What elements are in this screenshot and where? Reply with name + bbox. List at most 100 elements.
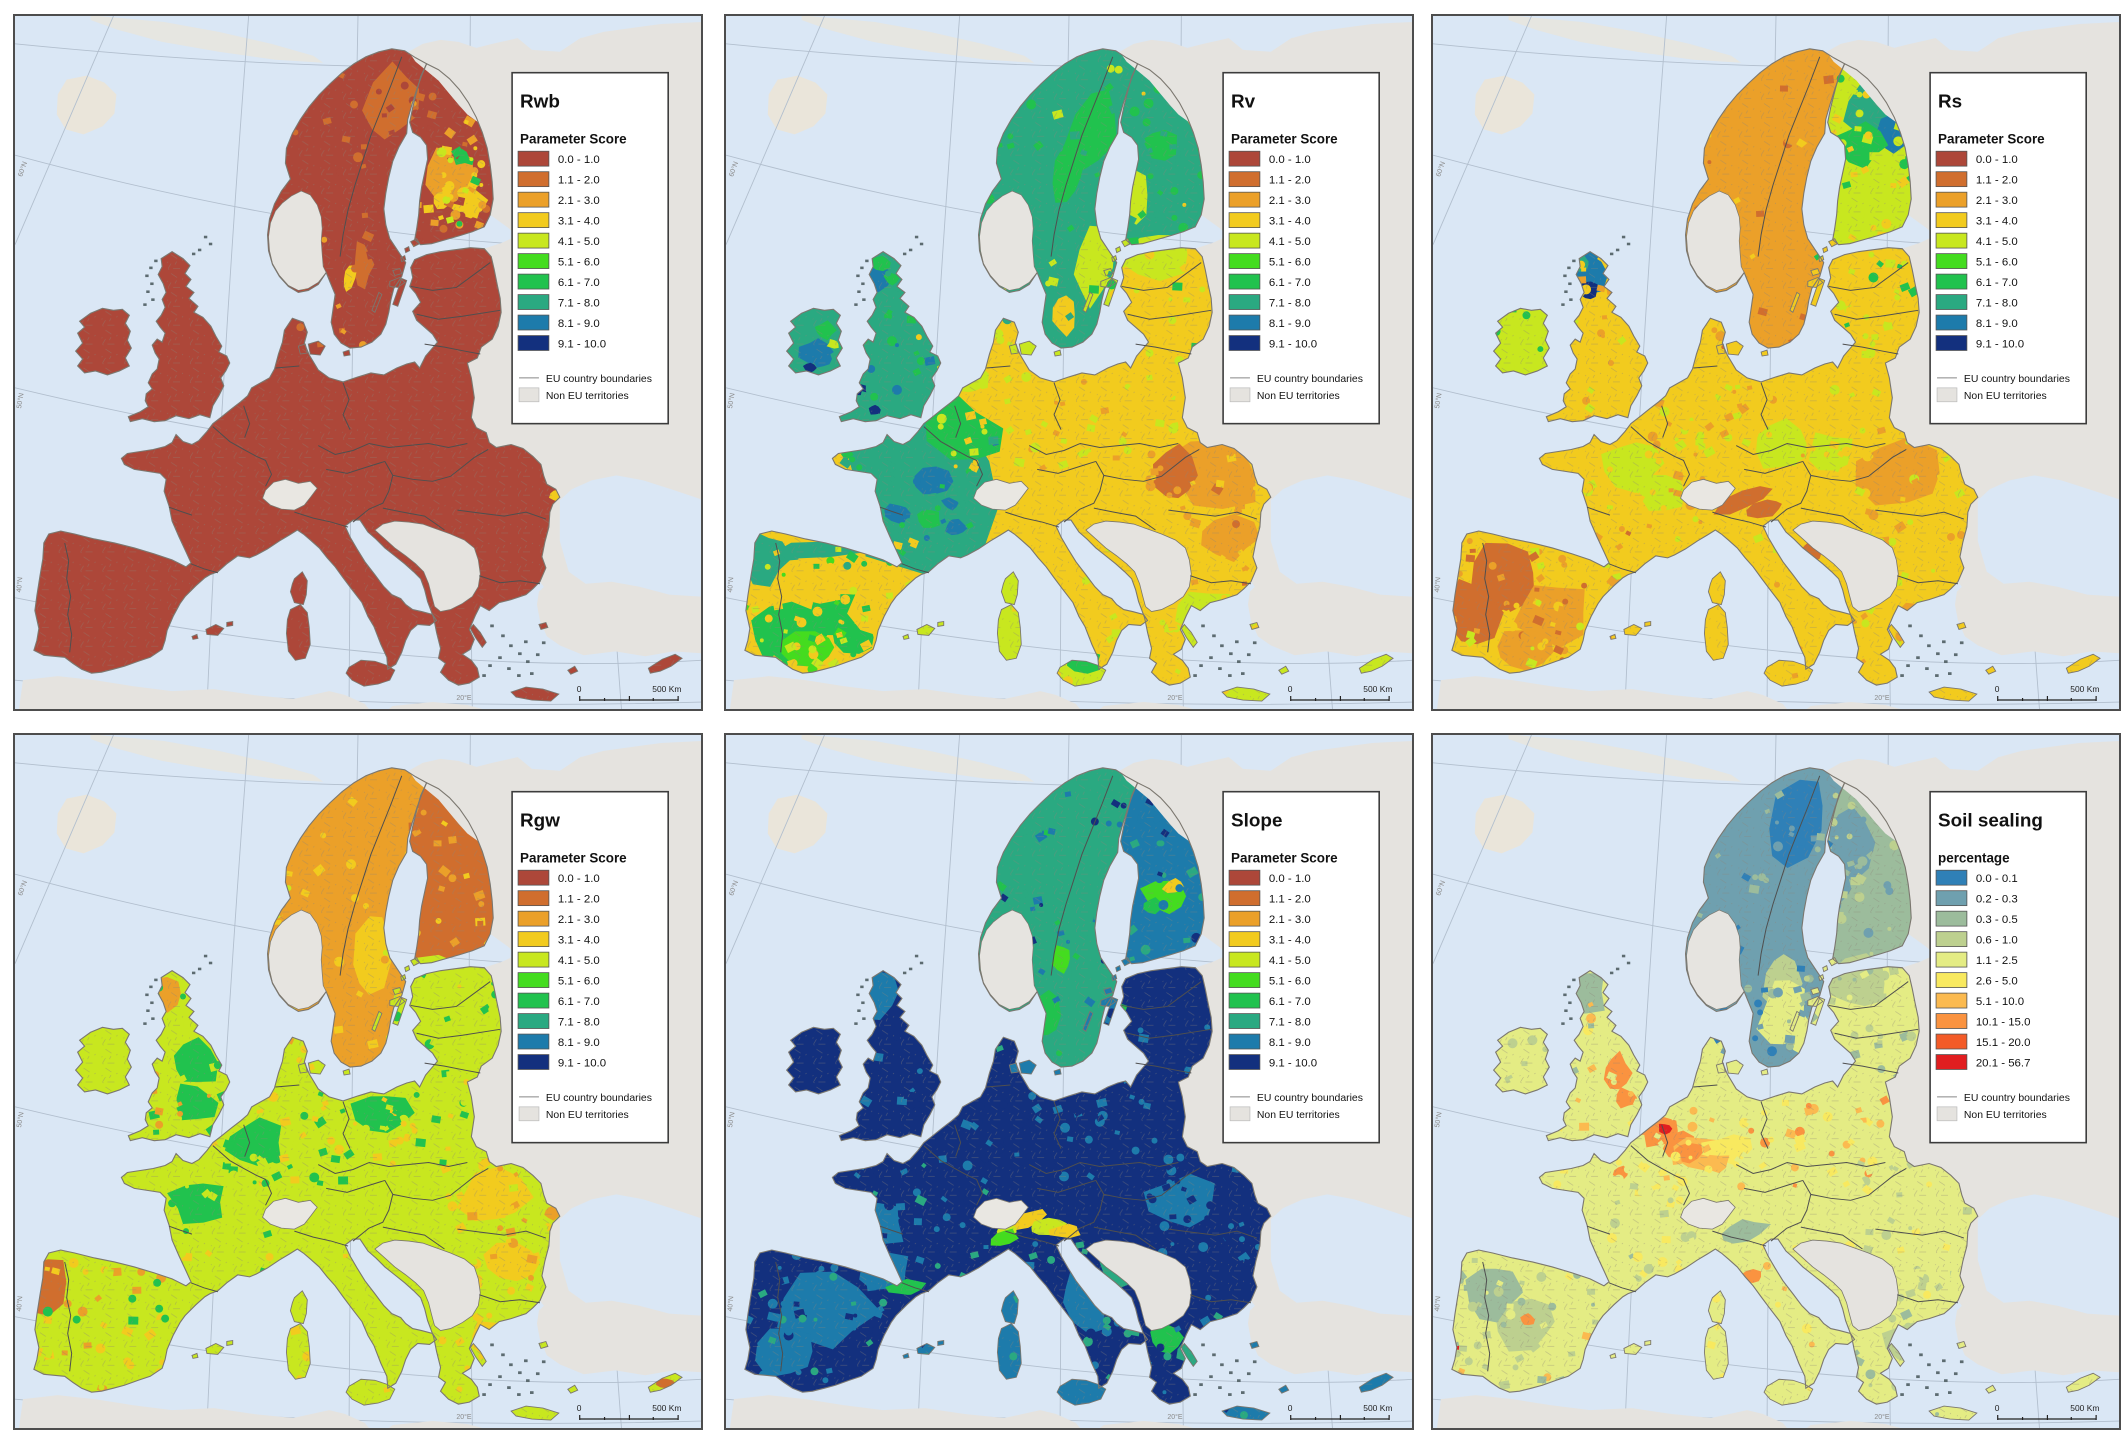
svg-text:20.1 - 56.7: 20.1 - 56.7 [1976, 1057, 2031, 1069]
svg-text:20°E: 20°E [1874, 1413, 1889, 1421]
svg-text:0.0 - 1.0: 0.0 - 1.0 [1976, 154, 2018, 166]
svg-text:0.0 - 1.0: 0.0 - 1.0 [558, 873, 600, 885]
svg-text:15.1 - 20.0: 15.1 - 20.0 [1976, 1037, 2031, 1049]
svg-text:Rs: Rs [1938, 91, 1962, 112]
svg-text:EU country boundaries: EU country boundaries [1257, 1093, 1363, 1104]
svg-text:0: 0 [1288, 1403, 1293, 1413]
svg-text:6.1 - 7.0: 6.1 - 7.0 [558, 996, 600, 1008]
svg-text:4.1 - 5.0: 4.1 - 5.0 [1269, 955, 1311, 967]
svg-text:Non EU territories: Non EU territories [546, 1110, 629, 1121]
svg-text:2.1 - 3.0: 2.1 - 3.0 [1269, 195, 1311, 207]
svg-text:20°E: 20°E [456, 1413, 471, 1421]
svg-text:40°N: 40°N [15, 577, 24, 593]
svg-text:3.1 - 4.0: 3.1 - 4.0 [1976, 216, 2018, 228]
svg-text:0.0 - 0.1: 0.0 - 0.1 [1976, 873, 2018, 885]
svg-text:3.1 - 4.0: 3.1 - 4.0 [558, 216, 600, 228]
svg-text:Parameter Score: Parameter Score [1231, 131, 1338, 146]
svg-text:4.1 - 5.0: 4.1 - 5.0 [1976, 236, 2018, 248]
svg-text:20°E: 20°E [1167, 694, 1182, 702]
svg-text:500 Km: 500 Km [1363, 1403, 1392, 1413]
svg-text:Parameter Score: Parameter Score [1938, 131, 2045, 146]
svg-text:9.1 - 10.0: 9.1 - 10.0 [558, 338, 606, 350]
svg-text:Slope: Slope [1231, 810, 1282, 831]
svg-text:2.1 - 3.0: 2.1 - 3.0 [1269, 914, 1311, 926]
svg-text:40°N: 40°N [1433, 577, 1442, 593]
svg-text:500 Km: 500 Km [2070, 1403, 2099, 1413]
svg-text:0.3 - 0.5: 0.3 - 0.5 [1976, 914, 2018, 926]
svg-text:2.1 - 3.0: 2.1 - 3.0 [558, 914, 600, 926]
svg-text:1.1 - 2.0: 1.1 - 2.0 [1269, 894, 1311, 906]
svg-text:4.1 - 5.0: 4.1 - 5.0 [1269, 236, 1311, 248]
svg-text:20°E: 20°E [456, 694, 471, 702]
svg-text:Rv: Rv [1231, 91, 1256, 112]
svg-text:1.1 - 2.0: 1.1 - 2.0 [1269, 175, 1311, 187]
svg-text:40°N: 40°N [1433, 1296, 1442, 1312]
svg-text:500 Km: 500 Km [652, 1403, 681, 1413]
svg-text:7.1 - 8.0: 7.1 - 8.0 [558, 1017, 600, 1029]
svg-text:1.1 - 2.0: 1.1 - 2.0 [1976, 175, 2018, 187]
svg-text:0: 0 [1995, 1403, 2000, 1413]
svg-text:50°N: 50°N [1433, 1111, 1444, 1128]
svg-text:0.0 - 1.0: 0.0 - 1.0 [1269, 873, 1311, 885]
svg-text:5.1 - 6.0: 5.1 - 6.0 [558, 257, 600, 269]
svg-text:1.1 - 2.0: 1.1 - 2.0 [558, 894, 600, 906]
svg-text:40°N: 40°N [726, 1296, 735, 1312]
svg-text:500 Km: 500 Km [1363, 684, 1392, 694]
svg-text:percentage: percentage [1938, 850, 2010, 865]
svg-text:0.2 - 0.3: 0.2 - 0.3 [1976, 894, 2018, 906]
svg-text:Non EU territories: Non EU territories [1964, 391, 2047, 402]
svg-text:Non EU territories: Non EU territories [1964, 1110, 2047, 1121]
svg-text:1.1 - 2.5: 1.1 - 2.5 [1976, 955, 2018, 967]
svg-text:0: 0 [577, 1403, 582, 1413]
svg-text:40°N: 40°N [15, 1296, 24, 1312]
svg-text:Non EU territories: Non EU territories [1257, 1110, 1340, 1121]
svg-text:9.1 - 10.0: 9.1 - 10.0 [1269, 1057, 1317, 1069]
svg-text:Parameter Score: Parameter Score [1231, 850, 1338, 865]
svg-text:2.6 - 5.0: 2.6 - 5.0 [1976, 976, 2018, 988]
svg-text:8.1 - 9.0: 8.1 - 9.0 [558, 1037, 600, 1049]
svg-text:7.1 - 8.0: 7.1 - 8.0 [1269, 1017, 1311, 1029]
svg-text:5.1 - 6.0: 5.1 - 6.0 [1269, 976, 1311, 988]
svg-text:9.1 - 10.0: 9.1 - 10.0 [1976, 338, 2024, 350]
svg-text:40°N: 40°N [726, 577, 735, 593]
svg-text:2.1 - 3.0: 2.1 - 3.0 [1976, 195, 2018, 207]
svg-text:5.1 - 10.0: 5.1 - 10.0 [1976, 996, 2024, 1008]
svg-text:0: 0 [577, 684, 582, 694]
svg-text:0: 0 [1995, 684, 2000, 694]
svg-text:9.1 - 10.0: 9.1 - 10.0 [558, 1057, 606, 1069]
svg-text:EU country boundaries: EU country boundaries [546, 374, 652, 385]
svg-text:6.1 - 7.0: 6.1 - 7.0 [1269, 277, 1311, 289]
svg-text:1.1 - 2.0: 1.1 - 2.0 [558, 175, 600, 187]
svg-text:50°N: 50°N [726, 392, 737, 409]
svg-text:6.1 - 7.0: 6.1 - 7.0 [1976, 277, 2018, 289]
svg-text:4.1 - 5.0: 4.1 - 5.0 [558, 236, 600, 248]
svg-text:50°N: 50°N [1433, 392, 1444, 409]
svg-text:50°N: 50°N [15, 1111, 26, 1128]
svg-text:EU country boundaries: EU country boundaries [1964, 374, 2070, 385]
svg-text:EU country boundaries: EU country boundaries [1964, 1093, 2070, 1104]
svg-text:20°E: 20°E [1167, 1413, 1182, 1421]
svg-text:7.1 - 8.0: 7.1 - 8.0 [558, 298, 600, 310]
svg-text:Rgw: Rgw [520, 810, 560, 831]
svg-text:0.0 - 1.0: 0.0 - 1.0 [558, 154, 600, 166]
svg-text:5.1 - 6.0: 5.1 - 6.0 [558, 976, 600, 988]
svg-text:0.0 - 1.0: 0.0 - 1.0 [1269, 154, 1311, 166]
svg-text:7.1 - 8.0: 7.1 - 8.0 [1976, 298, 2018, 310]
svg-text:Rwb: Rwb [520, 91, 560, 112]
svg-text:6.1 - 7.0: 6.1 - 7.0 [558, 277, 600, 289]
svg-text:6.1 - 7.0: 6.1 - 7.0 [1269, 996, 1311, 1008]
svg-text:EU country boundaries: EU country boundaries [546, 1093, 652, 1104]
svg-text:5.1 - 6.0: 5.1 - 6.0 [1976, 257, 2018, 269]
svg-text:500 Km: 500 Km [2070, 684, 2099, 694]
svg-text:Soil sealing: Soil sealing [1938, 810, 2043, 831]
svg-text:EU country boundaries: EU country boundaries [1257, 374, 1363, 385]
svg-text:5.1 - 6.0: 5.1 - 6.0 [1269, 257, 1311, 269]
svg-text:8.1 - 9.0: 8.1 - 9.0 [1976, 318, 2018, 330]
svg-text:3.1 - 4.0: 3.1 - 4.0 [1269, 935, 1311, 947]
svg-text:8.1 - 9.0: 8.1 - 9.0 [558, 318, 600, 330]
svg-text:0.6 - 1.0: 0.6 - 1.0 [1976, 935, 2018, 947]
svg-text:50°N: 50°N [15, 392, 26, 409]
svg-text:Non EU territories: Non EU territories [1257, 391, 1340, 402]
svg-text:Non EU territories: Non EU territories [546, 391, 629, 402]
svg-text:Parameter Score: Parameter Score [520, 850, 627, 865]
